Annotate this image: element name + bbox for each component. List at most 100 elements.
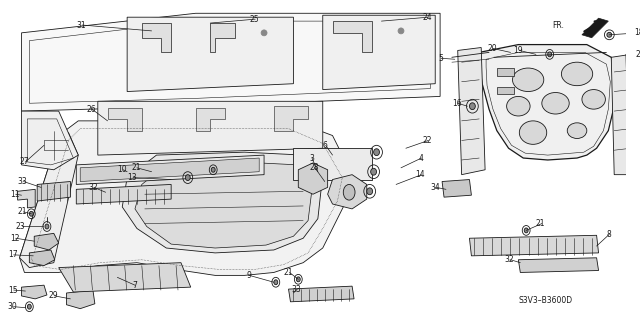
Bar [628,67,640,79]
Text: 23: 23 [15,222,25,231]
Ellipse shape [519,121,547,144]
Polygon shape [442,180,472,197]
Ellipse shape [561,62,593,86]
Polygon shape [98,101,323,155]
Ellipse shape [371,168,376,175]
Text: 21: 21 [536,219,545,228]
Text: 13: 13 [127,173,137,182]
Text: 16: 16 [452,99,461,108]
Polygon shape [196,108,225,131]
Text: 3: 3 [309,153,314,163]
Text: 21: 21 [18,207,27,216]
Text: 2: 2 [636,50,640,59]
Polygon shape [76,184,171,204]
Ellipse shape [29,211,33,216]
Polygon shape [479,45,616,160]
Polygon shape [611,54,636,175]
Polygon shape [29,250,55,266]
Bar [497,68,515,76]
Text: 27: 27 [20,158,29,167]
Ellipse shape [548,52,552,57]
Text: 15: 15 [8,286,17,294]
Polygon shape [333,21,372,52]
Text: 10: 10 [117,165,127,174]
Polygon shape [108,108,142,131]
Text: FR.: FR. [552,20,564,30]
Polygon shape [76,155,264,184]
Polygon shape [470,235,598,256]
Polygon shape [20,133,78,268]
Text: 22: 22 [422,136,432,145]
Polygon shape [458,48,485,175]
Polygon shape [328,175,367,209]
Text: 31: 31 [76,20,86,30]
Polygon shape [22,13,440,111]
Polygon shape [298,163,328,194]
Text: 26: 26 [86,105,96,114]
Ellipse shape [470,103,476,110]
Text: 28: 28 [309,163,319,172]
Polygon shape [135,162,313,248]
Polygon shape [582,18,609,38]
Ellipse shape [542,93,569,114]
Ellipse shape [582,90,605,109]
Polygon shape [59,263,191,292]
Ellipse shape [567,123,587,138]
Bar [497,87,515,94]
Text: 14: 14 [415,170,426,179]
Text: 6: 6 [323,141,328,150]
Text: 20: 20 [487,44,497,53]
Polygon shape [80,158,259,182]
Text: 8: 8 [606,230,611,239]
Ellipse shape [374,149,380,156]
Ellipse shape [28,304,31,309]
Polygon shape [626,52,640,119]
Polygon shape [67,290,95,309]
Ellipse shape [274,280,278,285]
Ellipse shape [524,228,528,233]
Text: 33: 33 [18,177,28,186]
Ellipse shape [398,28,404,34]
Text: 32: 32 [505,255,515,264]
Polygon shape [122,152,323,253]
Text: 4: 4 [419,153,424,163]
Polygon shape [34,233,59,250]
Text: 33: 33 [291,285,301,293]
Text: 7: 7 [132,281,137,290]
Text: 34: 34 [430,183,440,192]
Text: 30: 30 [8,302,17,311]
Ellipse shape [211,167,215,172]
Ellipse shape [507,96,530,116]
Text: 21: 21 [284,268,293,277]
Text: 29: 29 [49,292,58,300]
Text: 18: 18 [634,28,640,37]
Polygon shape [323,15,435,90]
Polygon shape [22,285,47,299]
Ellipse shape [367,188,372,195]
Polygon shape [211,23,235,52]
Polygon shape [274,106,308,131]
Text: 19: 19 [513,46,523,55]
Text: S3V3–B3600D: S3V3–B3600D [518,296,573,305]
Text: 21: 21 [131,163,141,172]
Text: 11: 11 [10,190,19,199]
Polygon shape [127,17,293,92]
Text: 17: 17 [8,250,17,259]
Ellipse shape [513,68,544,92]
Polygon shape [37,182,70,201]
Polygon shape [142,23,171,52]
Text: 24: 24 [422,13,432,22]
Polygon shape [20,121,352,275]
Text: 12: 12 [10,234,19,243]
Polygon shape [518,258,598,272]
Polygon shape [18,189,35,208]
Ellipse shape [296,277,300,282]
Bar [628,87,640,98]
Ellipse shape [607,32,612,37]
Ellipse shape [343,184,355,200]
Ellipse shape [261,30,267,36]
Text: 25: 25 [250,15,259,24]
Polygon shape [22,111,78,170]
Polygon shape [289,286,354,302]
Ellipse shape [186,175,190,181]
